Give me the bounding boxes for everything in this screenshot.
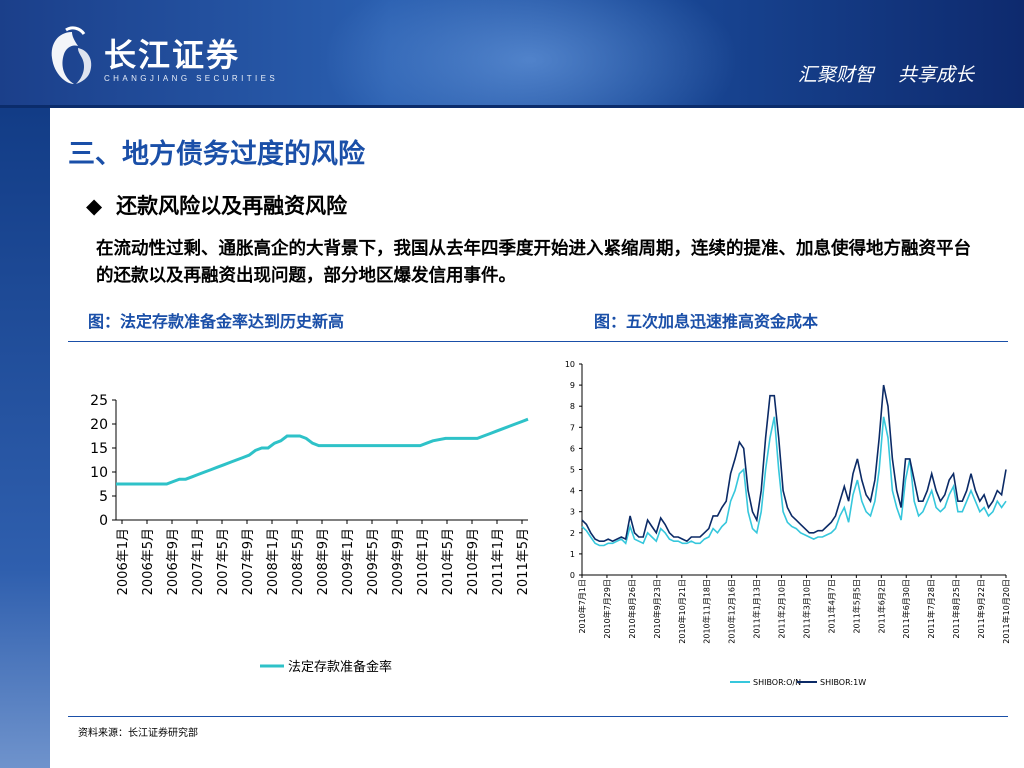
- x-tick-label: 2011年2月10日: [777, 579, 787, 639]
- divider-bottom: [68, 716, 1008, 717]
- x-tick-label: 2009年5月: [366, 528, 381, 595]
- logo-chinese-text: 长江证券: [104, 36, 241, 74]
- reserve-ratio-chart: 0 5 10 15 20 25 2006年1月 2006年5月 2006年9月 2007年1月 20…: [90, 393, 531, 675]
- series-line-shibor-on: [581, 416, 1007, 547]
- x-tick-label: 2010年12月16日: [727, 579, 737, 644]
- legend-label: 法定存款准备金率: [288, 659, 392, 675]
- x-tick-label: 2010年1月: [416, 528, 431, 595]
- x-tick-label: 2010年9月23日: [652, 579, 662, 639]
- legend-label-on: SHIBOR:O/N: [753, 678, 801, 687]
- caption-right: 图：五次加息迅速推高资金成本: [594, 312, 819, 331]
- diamond-bullet-icon: ◆: [86, 193, 103, 218]
- x-tick-label: 2006年1月: [116, 528, 131, 595]
- logo-english-text: CHANGJIANG SECURITIES: [104, 74, 279, 83]
- bullet-text: 还款风险以及再融资风险: [116, 193, 348, 218]
- x-tick-label: 2007年1月: [191, 528, 206, 595]
- y-tick-label: 20: [90, 417, 108, 433]
- x-tick-label: 2008年1月: [266, 528, 281, 595]
- x-tick-label: 2006年5月: [141, 528, 156, 595]
- header-banner: 长江证券 CHANGJIANG SECURITIES 汇聚财智 共享成长: [0, 0, 1024, 108]
- x-tick-label: 2010年8月26日: [627, 579, 637, 639]
- x-tick-label: 2006年9月: [166, 528, 181, 595]
- x-tick-label: 2010年9月: [466, 528, 481, 595]
- x-tick-label: 2011年1月: [491, 528, 506, 595]
- x-tick-label: 2011年4月7日: [826, 579, 836, 634]
- y-tick-label: 2: [570, 529, 575, 538]
- body-paragraph: 在流动性过剩、通胀高企的大背景下，我国从去年四季度开始进入紧缩周期，连续的提准、…: [96, 239, 971, 286]
- x-tick-label: 2011年7月28日: [926, 579, 936, 639]
- y-tick-label: 10: [565, 360, 575, 369]
- x-tick-label: 2007年5月: [216, 528, 231, 595]
- x-tick-label: 2010年7月1日: [577, 579, 587, 634]
- y-tick-label: 9: [570, 381, 575, 390]
- x-tick-label: 2009年9月: [391, 528, 406, 595]
- x-tick-label: 2010年7月29日: [602, 579, 612, 639]
- left-accent-bar: [0, 108, 50, 768]
- x-tick-label: 2007年9月: [241, 528, 256, 595]
- x-tick-label: 2011年8月25日: [951, 579, 961, 639]
- y-tick-label: 1: [570, 550, 575, 559]
- x-tick-label: 2010年11月18日: [702, 579, 712, 644]
- y-tick-label: 0: [570, 571, 575, 580]
- x-tick-label: 2010年10月21日: [677, 579, 687, 644]
- x-tick-label: 2011年6月2日: [876, 579, 886, 634]
- slogan: 汇聚财智 共享成长: [797, 64, 974, 86]
- x-tick-label: 2011年3月10日: [801, 579, 811, 639]
- shibor-chart: 0 1 2 3 4 5 6 7 8 9 10 2010年7月1日 2010年7月29日 2010年8月26…: [565, 360, 1011, 687]
- series-line-shibor-1w: [581, 384, 1007, 543]
- slide-title: 三、地方债务过度的风险: [68, 139, 365, 170]
- x-tick-label: 2011年5月: [516, 528, 531, 595]
- y-tick-label: 10: [90, 465, 108, 481]
- y-tick-label: 5: [99, 489, 108, 505]
- reserve-ratio-line: [116, 417, 529, 486]
- x-tick-label: 2011年9月22日: [976, 579, 986, 639]
- company-logo-icon: [51, 26, 92, 84]
- y-tick-label: 6: [570, 444, 575, 453]
- y-tick-label: 3: [570, 508, 575, 517]
- source-note: 资料来源：长江证券研究部: [78, 728, 198, 739]
- x-tick-label: 2008年9月: [316, 528, 331, 595]
- x-tick-label: 2009年1月: [341, 528, 356, 595]
- divider-top: [68, 341, 1008, 342]
- legend-label-1w: SHIBOR:1W: [820, 678, 866, 687]
- y-tick-label: 8: [570, 402, 575, 411]
- x-tick-label: 2011年10月20日: [1001, 579, 1011, 644]
- caption-left: 图：法定存款准备金率达到历史新高: [88, 312, 345, 331]
- y-tick-label: 5: [570, 466, 575, 475]
- y-tick-label: 0: [99, 513, 108, 529]
- y-tick-label: 15: [90, 441, 108, 457]
- bullet-heading: ◆ 还款风险以及再融资风险: [86, 190, 347, 220]
- x-tick-label: 2011年1月13日: [752, 579, 762, 639]
- x-tick-label: 2008年5月: [291, 528, 306, 595]
- x-tick-label: 2010年5月: [441, 528, 456, 595]
- x-tick-label: 2011年6月30日: [901, 579, 911, 639]
- y-tick-label: 25: [90, 393, 108, 409]
- x-tick-label: 2011年5月5日: [851, 579, 861, 634]
- y-tick-label: 7: [570, 423, 575, 432]
- y-tick-label: 4: [570, 487, 575, 496]
